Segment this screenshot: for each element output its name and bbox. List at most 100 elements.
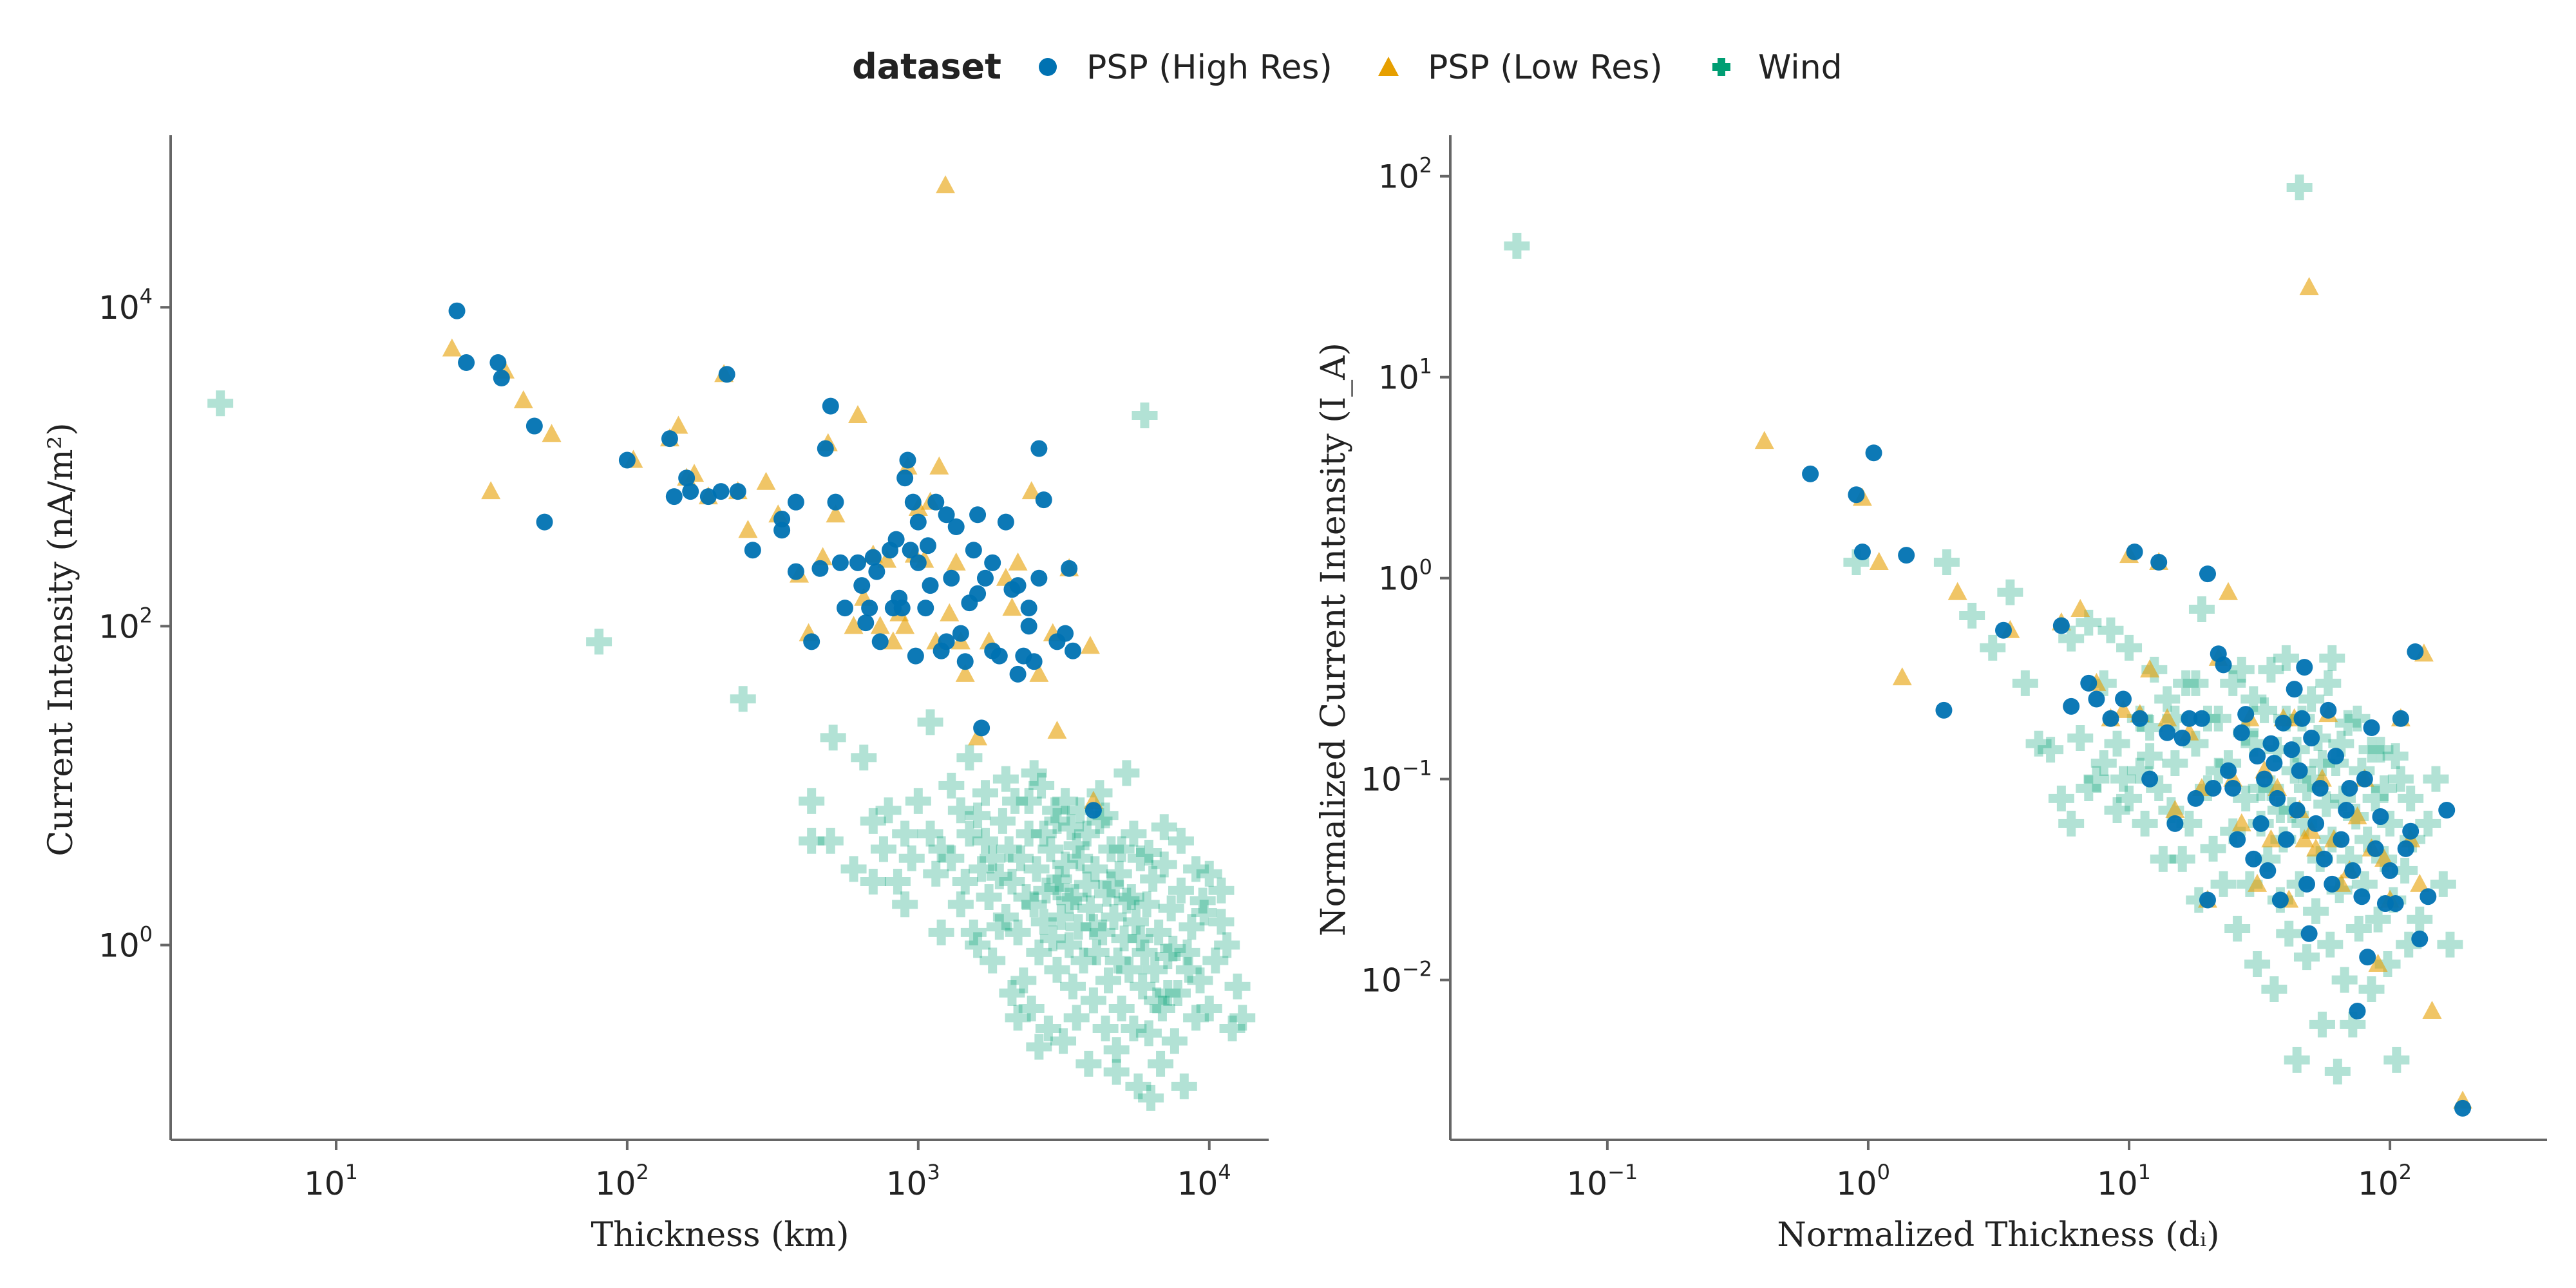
psp-low-res-point	[877, 549, 897, 568]
wind-point	[2387, 766, 2414, 792]
legend-entry-psp-low-res: PSP (Low Res)	[1378, 48, 1663, 87]
wind-point	[1504, 232, 1530, 259]
wind-point	[2298, 686, 2325, 712]
wind-point	[1183, 1005, 1209, 1031]
wind-point	[2336, 846, 2363, 872]
wind-point	[2286, 175, 2313, 201]
psp-high-res-point	[938, 506, 955, 524]
psp-high-res-point	[907, 647, 924, 665]
wind-point	[2349, 757, 2375, 784]
psp-high-res-point	[2367, 840, 2384, 857]
psp-high-res-point	[2382, 862, 2399, 879]
psp-low-res-point	[1029, 663, 1049, 682]
wind-point	[1082, 856, 1108, 882]
wind-point	[2351, 871, 2378, 897]
wind-point	[1005, 1005, 1031, 1031]
y-axis-title: Current Intensity (nA/m²)	[42, 422, 80, 856]
wind-point	[928, 919, 954, 945]
wind-point	[851, 744, 877, 771]
wind-point	[1090, 919, 1116, 945]
psp-low-res-point	[826, 504, 846, 523]
axis-ticks: 101 102 103 104 100 102 104	[99, 284, 1231, 1202]
wind-point	[2137, 743, 2163, 770]
y-tick-label: 100	[99, 922, 153, 964]
wind-point	[1021, 891, 1047, 918]
wind-point	[1074, 871, 1100, 898]
wind-point	[917, 709, 943, 735]
psp-high-res-point	[536, 513, 553, 531]
y-tick-label: 104	[99, 284, 153, 327]
wind-point	[996, 836, 1022, 862]
psp-high-res-point	[2363, 719, 2380, 737]
psp-low-res-point	[1892, 667, 1912, 686]
psp-high-res-point	[2438, 802, 2456, 819]
psp-high-res-point	[1030, 569, 1048, 587]
psp-high-res-point	[2181, 710, 2198, 727]
psp-high-res-point	[803, 633, 820, 650]
wind-point	[952, 868, 978, 895]
wind-point	[2396, 931, 2422, 958]
wind-point	[1149, 996, 1175, 1022]
wind-point	[1005, 919, 1031, 945]
wind-point	[2176, 810, 2202, 837]
wind-point	[2298, 766, 2325, 792]
wind-point	[1042, 797, 1068, 824]
wind-point	[992, 766, 1019, 792]
x-tick-label: 102	[2358, 1160, 2412, 1202]
wind-point	[1127, 845, 1153, 871]
psp-high-res-point	[2220, 762, 2237, 779]
psp-high-res-point	[2115, 690, 2132, 708]
wind-point	[2358, 737, 2385, 763]
psp-high-res-point	[2392, 710, 2409, 727]
psp-high-res-point	[1057, 625, 1074, 642]
wind-point	[1148, 1050, 1174, 1077]
psp-low-res-point	[895, 616, 915, 634]
x-tick-label: 103	[886, 1160, 940, 1202]
psp-high-res-point	[857, 614, 875, 632]
wind-point	[1035, 1015, 1061, 1041]
wind-point	[2240, 686, 2267, 712]
psp-high-res-point	[2063, 697, 2080, 715]
psp-low-res-point	[2299, 277, 2319, 296]
wind-point	[2261, 976, 2287, 1002]
wind-point	[2423, 766, 2449, 792]
wind-point	[1171, 1073, 1197, 1099]
psp-high-res-point	[2397, 840, 2414, 857]
wind-point	[2116, 634, 2143, 661]
wind-point	[2154, 686, 2181, 712]
wind-point	[870, 836, 896, 862]
wind-point	[2313, 791, 2340, 817]
psp-high-res-point	[2229, 831, 2246, 848]
psp-high-res-point	[661, 430, 678, 448]
psp-high-res-point	[1009, 577, 1027, 594]
wind-point	[1135, 839, 1162, 866]
legend-entry-wind: Wind	[1712, 48, 1842, 87]
wind-point	[1070, 947, 1097, 974]
wind-point	[1067, 797, 1094, 824]
psp-high-res-point	[973, 719, 990, 737]
wind-point	[1080, 987, 1106, 1014]
wind-point	[1155, 943, 1181, 969]
data-points	[207, 175, 1256, 1111]
wind-point	[1229, 1005, 1256, 1031]
psp-high-res-point	[2187, 790, 2204, 807]
psp-low-res-point	[1047, 721, 1067, 739]
wind-point	[2276, 920, 2302, 947]
wind-point	[1056, 932, 1083, 958]
psp-low-res-point	[2374, 848, 2394, 867]
psp-high-res-point	[2349, 1003, 2366, 1020]
wind-point	[1130, 973, 1156, 999]
psp-high-res-point	[864, 549, 882, 566]
psp-low-res-point	[2410, 873, 2430, 892]
wind-point	[840, 856, 867, 882]
wind-point	[1214, 932, 1240, 958]
psp-high-res-point	[2454, 1099, 2472, 1117]
wind-point	[2328, 730, 2354, 757]
wind-point	[2344, 705, 2371, 732]
wind-point	[1132, 402, 1158, 428]
x-tick-label: 101	[304, 1160, 358, 1202]
psp-high-res-point	[2166, 815, 2184, 832]
wind-point	[1026, 939, 1052, 965]
wind-point	[1183, 856, 1209, 882]
psp-high-res-point	[2311, 779, 2329, 797]
